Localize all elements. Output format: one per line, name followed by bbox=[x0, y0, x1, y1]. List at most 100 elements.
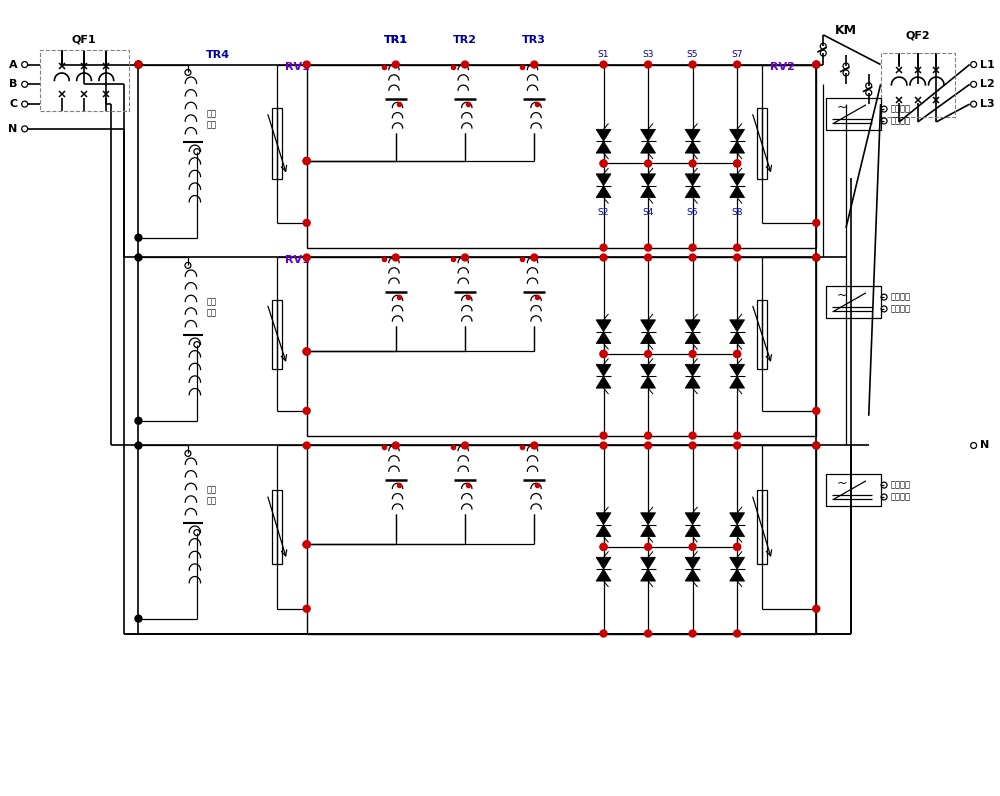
Circle shape bbox=[303, 541, 310, 548]
Circle shape bbox=[689, 350, 696, 357]
Polygon shape bbox=[730, 525, 745, 537]
Polygon shape bbox=[685, 365, 700, 377]
Circle shape bbox=[135, 615, 142, 622]
Polygon shape bbox=[641, 525, 656, 537]
Polygon shape bbox=[641, 185, 656, 197]
Text: RV1: RV1 bbox=[285, 255, 310, 264]
Bar bbox=[881, 53, 955, 117]
Circle shape bbox=[689, 254, 696, 261]
Polygon shape bbox=[730, 320, 745, 332]
Polygon shape bbox=[685, 569, 700, 581]
Circle shape bbox=[135, 61, 142, 68]
Circle shape bbox=[303, 408, 310, 415]
Polygon shape bbox=[641, 377, 656, 388]
Text: C: C bbox=[10, 100, 18, 109]
Polygon shape bbox=[730, 174, 745, 185]
Circle shape bbox=[303, 348, 310, 355]
Polygon shape bbox=[641, 141, 656, 153]
Text: A: A bbox=[9, 60, 18, 69]
Polygon shape bbox=[730, 365, 745, 377]
Circle shape bbox=[303, 442, 310, 449]
Text: 直流电源: 直流电源 bbox=[891, 493, 911, 501]
Circle shape bbox=[600, 630, 607, 637]
Circle shape bbox=[645, 350, 652, 357]
Circle shape bbox=[135, 61, 142, 68]
Circle shape bbox=[813, 442, 820, 449]
Circle shape bbox=[689, 544, 696, 550]
Text: 电压
检测: 电压 检测 bbox=[207, 485, 217, 505]
Polygon shape bbox=[685, 174, 700, 185]
Circle shape bbox=[734, 544, 741, 550]
Text: TR4: TR4 bbox=[206, 49, 230, 60]
Circle shape bbox=[734, 244, 741, 251]
Circle shape bbox=[813, 61, 820, 68]
Text: N: N bbox=[980, 440, 989, 451]
Circle shape bbox=[600, 160, 607, 167]
Polygon shape bbox=[641, 365, 656, 377]
Text: 控制电路: 控制电路 bbox=[891, 481, 911, 490]
Circle shape bbox=[600, 350, 607, 357]
Text: TR1: TR1 bbox=[384, 35, 408, 45]
Circle shape bbox=[689, 160, 696, 167]
Circle shape bbox=[689, 442, 696, 449]
Bar bbox=[272, 299, 282, 369]
Polygon shape bbox=[685, 320, 700, 332]
Circle shape bbox=[600, 350, 607, 357]
Circle shape bbox=[303, 158, 310, 165]
Text: RV1: RV1 bbox=[285, 61, 310, 72]
Polygon shape bbox=[641, 557, 656, 569]
Bar bbox=[307, 64, 816, 248]
Circle shape bbox=[734, 160, 741, 167]
Text: ~: ~ bbox=[836, 100, 847, 114]
Text: N: N bbox=[8, 124, 18, 134]
Polygon shape bbox=[596, 525, 611, 537]
Polygon shape bbox=[730, 141, 745, 153]
Circle shape bbox=[734, 630, 741, 637]
Circle shape bbox=[645, 244, 652, 251]
Text: QF2: QF2 bbox=[905, 31, 930, 41]
Circle shape bbox=[689, 61, 696, 68]
Polygon shape bbox=[641, 129, 656, 141]
Bar bbox=[307, 446, 816, 634]
Polygon shape bbox=[641, 569, 656, 581]
Polygon shape bbox=[596, 377, 611, 388]
Polygon shape bbox=[685, 129, 700, 141]
Circle shape bbox=[813, 408, 820, 415]
Circle shape bbox=[135, 61, 142, 68]
Polygon shape bbox=[596, 320, 611, 332]
Text: S4: S4 bbox=[642, 208, 654, 217]
Polygon shape bbox=[596, 365, 611, 377]
Circle shape bbox=[734, 350, 741, 357]
Text: L3: L3 bbox=[980, 100, 994, 109]
Circle shape bbox=[600, 544, 607, 550]
Circle shape bbox=[531, 254, 538, 261]
Text: B: B bbox=[9, 80, 18, 89]
Circle shape bbox=[303, 605, 310, 612]
Text: S1: S1 bbox=[598, 49, 609, 59]
Circle shape bbox=[135, 254, 142, 261]
Text: S2: S2 bbox=[598, 208, 609, 217]
Polygon shape bbox=[685, 513, 700, 525]
Circle shape bbox=[813, 442, 820, 449]
Polygon shape bbox=[730, 129, 745, 141]
Polygon shape bbox=[641, 320, 656, 332]
Text: RV2: RV2 bbox=[770, 61, 795, 72]
Circle shape bbox=[303, 220, 310, 226]
Circle shape bbox=[392, 254, 399, 261]
Text: TR3: TR3 bbox=[522, 35, 546, 45]
Circle shape bbox=[303, 61, 310, 68]
Polygon shape bbox=[596, 174, 611, 185]
Circle shape bbox=[135, 442, 142, 449]
Polygon shape bbox=[685, 332, 700, 344]
Circle shape bbox=[531, 442, 538, 449]
Polygon shape bbox=[685, 377, 700, 388]
Bar bbox=[307, 257, 816, 435]
Text: S6: S6 bbox=[687, 208, 698, 217]
Circle shape bbox=[689, 244, 696, 251]
Circle shape bbox=[734, 432, 741, 439]
Polygon shape bbox=[596, 557, 611, 569]
Polygon shape bbox=[685, 557, 700, 569]
Bar bbox=[757, 490, 767, 564]
Circle shape bbox=[600, 61, 607, 68]
Text: TR1: TR1 bbox=[384, 35, 408, 45]
